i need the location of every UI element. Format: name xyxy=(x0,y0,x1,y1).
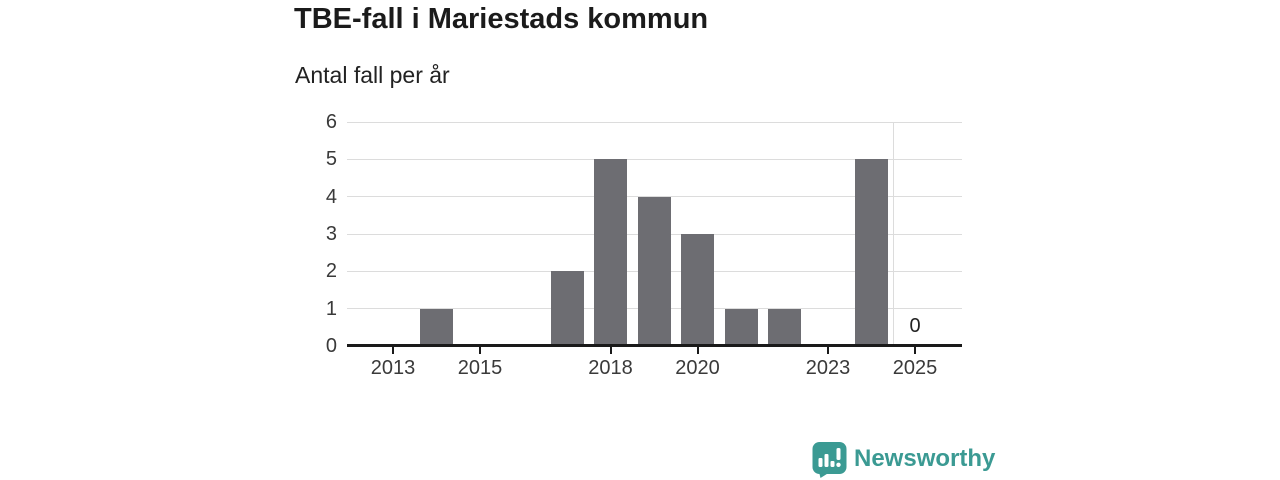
x-axis-line xyxy=(347,344,962,347)
y-axis-label: 5 xyxy=(325,148,337,171)
y-axis-label: 2 xyxy=(325,260,337,283)
bar-2021 xyxy=(724,308,758,346)
newsworthy-logo-icon xyxy=(812,442,847,478)
newsworthy-logo: Newsworthy xyxy=(812,441,995,478)
bar-2017 xyxy=(550,271,584,346)
value-label-2025: 0 xyxy=(909,315,921,337)
plot-area: 2013 2015 2018 2020 2023 2025 0 1 2 3 4 5 6 0 xyxy=(326,111,962,379)
bar-2020 xyxy=(681,234,714,346)
y-axis-label: 6 xyxy=(325,111,337,133)
x-axis-label: 2025 xyxy=(892,357,938,379)
x-axis-tick xyxy=(479,347,481,354)
y-axis-label: 4 xyxy=(325,185,337,208)
bar-2019 xyxy=(637,196,671,346)
x-axis-tick xyxy=(914,347,916,354)
x-axis-tick xyxy=(609,347,612,354)
chart-subtitle: Antal fall per år xyxy=(295,62,450,88)
y-axis-label: 0 xyxy=(325,335,337,357)
x-axis-label: 2015 xyxy=(457,357,503,379)
newsworthy-logo-text: Newsworthy xyxy=(854,445,996,472)
x-axis-label: 2018 xyxy=(588,357,633,379)
x-axis-tick xyxy=(696,347,699,354)
bar-2022 xyxy=(768,308,801,346)
y-axis-label: 3 xyxy=(325,223,337,245)
partial-year-separator xyxy=(892,122,894,346)
bar-2018 xyxy=(594,159,627,346)
bar-2014 xyxy=(420,308,453,346)
x-axis-label: 2020 xyxy=(675,357,720,379)
chart-title: TBE-fall i Mariestads kommun xyxy=(294,3,709,35)
x-axis-label: 2013 xyxy=(370,357,416,379)
y-gridline xyxy=(347,121,962,123)
x-axis-tick xyxy=(827,347,829,354)
x-axis-tick xyxy=(392,347,394,354)
bar-2024 xyxy=(855,159,888,346)
x-axis-label: 2023 xyxy=(805,357,851,379)
y-gridline xyxy=(347,158,962,160)
y-axis-label: 1 xyxy=(325,297,337,320)
